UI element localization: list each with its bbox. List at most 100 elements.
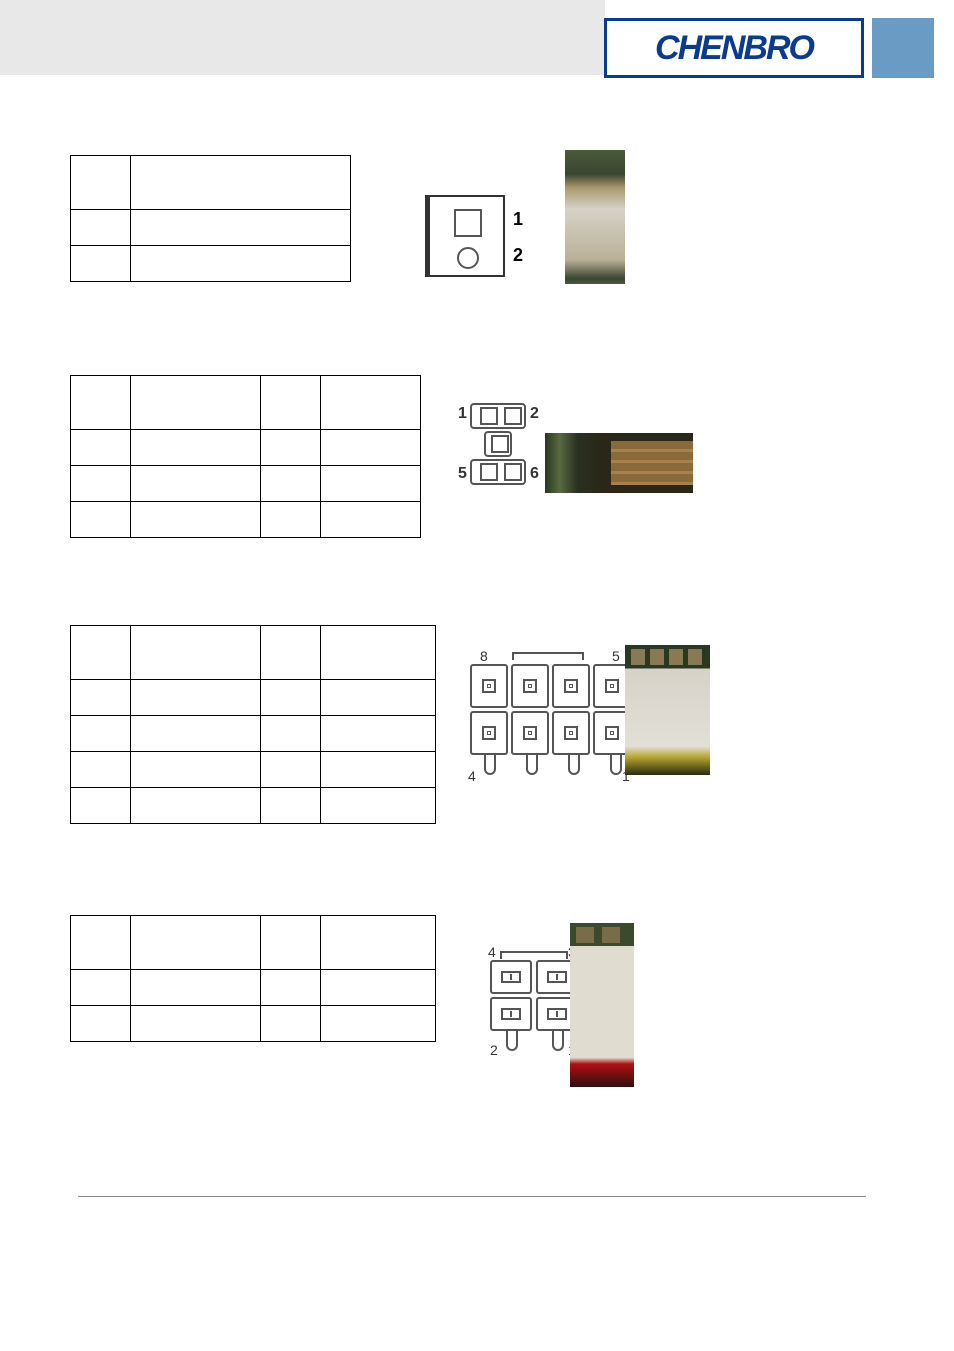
molex-pin-icon: [564, 726, 578, 740]
molex-pin-icon: [605, 679, 619, 693]
pin-1-square: [454, 209, 482, 237]
molex-cell: [552, 664, 590, 708]
table-cell: [261, 680, 321, 716]
molex-pin-icon: [523, 726, 537, 740]
pin-label: 2: [513, 245, 523, 266]
table-4pin: [70, 915, 436, 1042]
table-cell: [131, 680, 261, 716]
table-cell: [321, 752, 436, 788]
photo-mute-connector: [565, 150, 625, 284]
section-mute: 1 2: [70, 155, 890, 305]
table-cell: [131, 430, 261, 466]
molex-clip-top: [512, 652, 584, 660]
pin-icon: [504, 463, 522, 481]
table-cell: [261, 916, 321, 970]
molex-body: [470, 664, 645, 775]
table-cell: [321, 788, 436, 824]
table-cell: [131, 970, 261, 1006]
table-cell: [131, 752, 261, 788]
table-cell: [261, 716, 321, 752]
molex-pin-icon: [605, 726, 619, 740]
table-cell: [71, 1006, 131, 1042]
molex-row-bottom: [470, 711, 645, 755]
table-cell: [261, 752, 321, 788]
pin-label: 4: [488, 944, 496, 960]
molex-cell: [511, 664, 549, 708]
molex-cell: [511, 711, 549, 755]
molex-clip-top: [500, 951, 568, 959]
molex-pin-icon: [501, 971, 521, 983]
table-cell: [261, 430, 321, 466]
section-6pin: 1 2 5 6: [70, 375, 890, 555]
pin-label: 5: [458, 465, 467, 483]
table-cell: [71, 752, 131, 788]
table-cell: [71, 680, 131, 716]
molex-tab-icon: [526, 753, 538, 775]
pin-icon: [491, 435, 509, 453]
molex-pin-icon: [547, 1008, 567, 1020]
molex-pin-icon: [547, 971, 567, 983]
pin-icon: [480, 463, 498, 481]
molex-cell: [470, 664, 508, 708]
section-4pin-power: 4 3 2 1: [70, 915, 890, 1105]
table-cell: [131, 466, 261, 502]
table-cell: [71, 376, 131, 430]
logo-text: CHENBRO: [655, 29, 813, 68]
table-cell: [71, 788, 131, 824]
table-cell: [131, 626, 261, 680]
table-cell: [321, 1006, 436, 1042]
molex-cell: [490, 997, 532, 1031]
logo-side-block: [872, 18, 934, 78]
table-cell: [71, 916, 131, 970]
table-cell: [321, 466, 421, 502]
table-8pin: [70, 625, 436, 824]
page-header: CHENBRO: [0, 0, 954, 75]
pin-icon: [504, 407, 522, 425]
table-cell: [321, 970, 436, 1006]
pin-icon: [480, 407, 498, 425]
pin-label: 4: [468, 768, 476, 784]
photo-4pin-connector: [570, 923, 634, 1087]
table-6pin: [70, 375, 421, 538]
table-cell: [261, 1006, 321, 1042]
table-mute: [70, 155, 351, 282]
table-cell: [131, 1006, 261, 1042]
table-cell: [71, 626, 131, 680]
molex-pin-icon: [482, 679, 496, 693]
table-cell: [261, 466, 321, 502]
table-cell: [131, 246, 351, 282]
table-cell: [261, 788, 321, 824]
content-area: 1 2 1 2 5 6: [70, 155, 890, 1175]
table-cell: [131, 788, 261, 824]
logo-band: CHENBRO: [604, 18, 954, 78]
pin-label: 2: [530, 405, 539, 423]
pin-label: 6: [530, 465, 539, 483]
diagram-2pin-header: 1 2: [425, 195, 505, 277]
table-cell: [321, 430, 421, 466]
pin-row-box: [484, 431, 512, 457]
molex-row-top: [470, 664, 645, 708]
table-cell: [321, 680, 436, 716]
molex-tab-icon: [568, 753, 580, 775]
table-cell: [131, 716, 261, 752]
table-cell: [261, 970, 321, 1006]
molex-tab-icon: [506, 1029, 518, 1051]
table-cell: [131, 210, 351, 246]
table-cell: [71, 716, 131, 752]
molex-tab-icon: [552, 1029, 564, 1051]
footer-rule: [78, 1196, 866, 1197]
molex-pin-icon: [501, 1008, 521, 1020]
photo-8pin-connector: [625, 645, 710, 775]
table-cell: [321, 626, 436, 680]
pin-label: 2: [490, 1042, 498, 1058]
diagram-8pin-molex: 8 5: [470, 650, 645, 761]
connector-outline: [425, 195, 505, 277]
pin-label: 1: [513, 209, 523, 230]
table-cell: [131, 916, 261, 970]
table-cell: [321, 716, 436, 752]
pin-row-box: [470, 403, 526, 429]
molex-tab-icon: [610, 753, 622, 775]
table-cell: [261, 626, 321, 680]
molex-cell: [552, 711, 590, 755]
molex-cell: [470, 711, 508, 755]
